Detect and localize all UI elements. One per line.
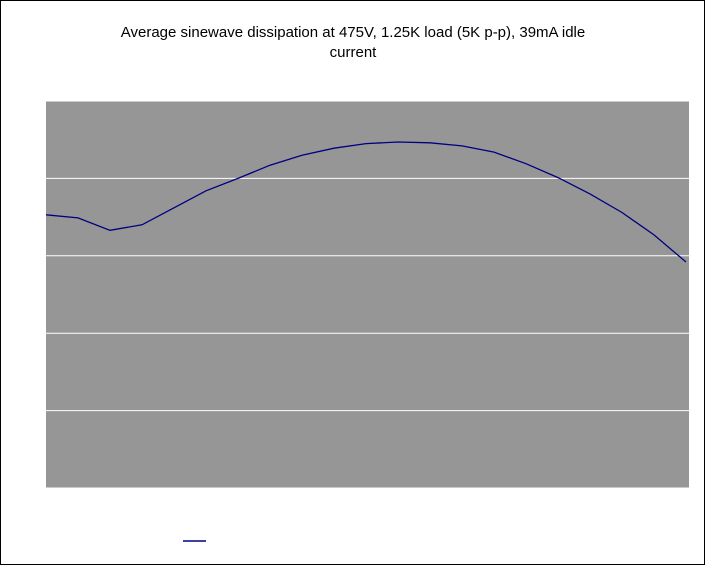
chart-title: current — [330, 44, 378, 61]
plot-area — [46, 101, 689, 488]
series-line — [45, 141, 687, 263]
chart-title: Average sinewave dissipation at 475V, 1.… — [121, 24, 585, 41]
